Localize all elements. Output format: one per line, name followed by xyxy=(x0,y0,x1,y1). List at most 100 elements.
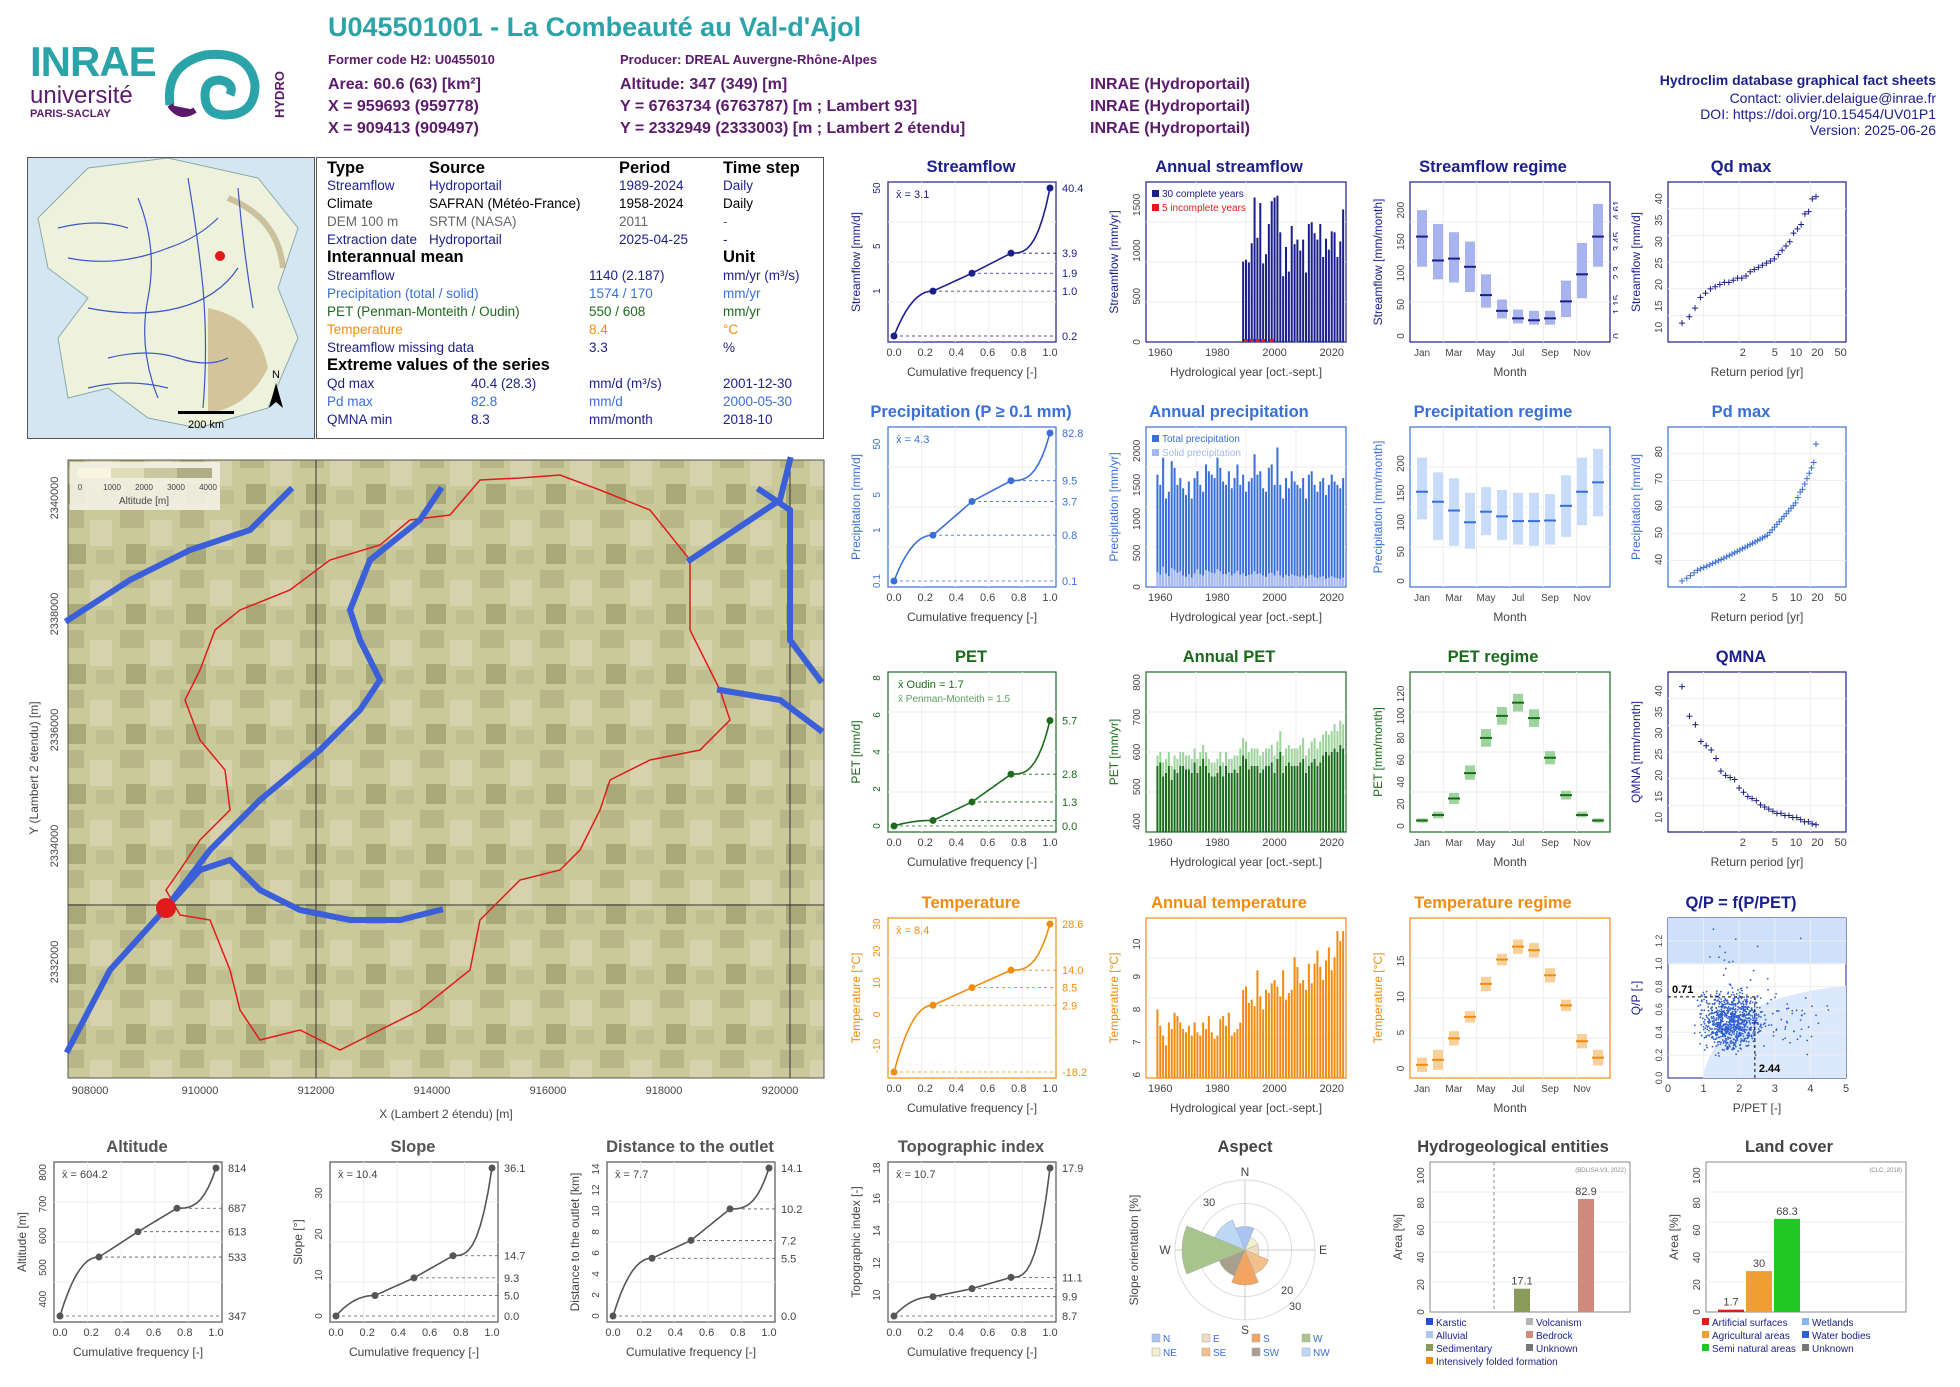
x-tick-label: May xyxy=(1477,1084,1496,1095)
y-tick-label: 5 xyxy=(1396,1029,1407,1035)
daily-point xyxy=(1725,1041,1727,1044)
svg-text:920000: 920000 xyxy=(762,1085,799,1097)
x-tick-label: May xyxy=(1477,838,1496,849)
annual-bar-oudin xyxy=(1233,755,1236,770)
legend-swatch xyxy=(1526,1318,1533,1325)
x-tick-label: 50 xyxy=(1835,347,1847,359)
return-period-point xyxy=(1707,285,1714,292)
daily-point xyxy=(1707,1006,1710,1008)
annual-bar xyxy=(1285,765,1287,832)
daily-point xyxy=(1729,1033,1731,1036)
x-tick-label: 20 xyxy=(1811,347,1823,359)
daily-point xyxy=(1746,1037,1749,1040)
x-tick-label: 10 xyxy=(1790,837,1802,849)
daily-point xyxy=(1741,1011,1744,1014)
annual-bar xyxy=(1225,765,1227,832)
y-axis-label: QMNA [mm/month] xyxy=(1629,701,1643,803)
return-period-point xyxy=(1736,547,1743,554)
annual-bar xyxy=(1342,931,1345,1078)
daily-point xyxy=(1749,1010,1752,1012)
daily-point xyxy=(1736,1030,1739,1033)
annual-bar xyxy=(1327,484,1330,587)
legend-swatch xyxy=(1702,1331,1709,1338)
daily-point xyxy=(1733,1029,1736,1032)
regime-box xyxy=(1481,274,1491,308)
daily-point xyxy=(1749,1028,1752,1031)
x-tick-label: 1960 xyxy=(1148,837,1172,849)
annual-bar-oudin xyxy=(1322,734,1325,756)
return-period-point xyxy=(1679,683,1685,690)
annual-bar xyxy=(1216,772,1219,832)
daily-point xyxy=(1713,1017,1715,1020)
x-tick-label: Nov xyxy=(1573,593,1591,604)
x-tick-label: 0.4 xyxy=(949,592,964,604)
legend-swatch xyxy=(1802,1318,1809,1325)
right-tick-label: 0 xyxy=(1612,333,1618,339)
daily-point xyxy=(1716,1043,1719,1046)
daily-point xyxy=(1701,1017,1704,1020)
right-tick-label: 3.45 xyxy=(1612,231,1618,251)
daily-point xyxy=(1712,1024,1715,1026)
daily-point xyxy=(1764,1018,1767,1021)
mean-label: x̄ = 10.7 xyxy=(896,1169,935,1181)
altitude: Altitude: 347 (349) [m] xyxy=(620,76,788,93)
extreme-value: 82.8 xyxy=(471,394,498,409)
annual-bar xyxy=(1282,772,1285,832)
return-period-point xyxy=(1744,542,1751,549)
daily-point xyxy=(1811,1005,1813,1008)
x-tick-label: Jan xyxy=(1414,593,1430,604)
svg-text:2340000: 2340000 xyxy=(49,477,61,520)
annual-bar xyxy=(1225,484,1227,587)
annual-bar xyxy=(1196,772,1199,832)
y-tick-label: 10 xyxy=(872,1289,883,1301)
svg-text:0: 0 xyxy=(78,483,83,492)
quantile-point xyxy=(890,1312,898,1320)
daily-point xyxy=(1712,1015,1715,1018)
map-x-ticks: 908000 910000 912000 914000 916000 91800… xyxy=(72,1085,799,1097)
annual-bar-oudin xyxy=(1239,748,1242,766)
annual-bar xyxy=(1239,484,1242,587)
quantile-point xyxy=(890,822,898,830)
y-tick-label: 600 xyxy=(1132,743,1143,760)
daily-point xyxy=(1735,1032,1738,1035)
legend-label: NW xyxy=(1313,1348,1330,1359)
x-l93: X = 959693 (959778) xyxy=(328,98,479,115)
y-tick-label: 0 xyxy=(1132,584,1143,590)
solid-bar xyxy=(1273,575,1276,587)
mean-label: Temperature xyxy=(327,322,403,337)
solid-bar xyxy=(1310,574,1313,587)
daily-point xyxy=(1734,1041,1737,1044)
annual-bar-oudin xyxy=(1219,752,1222,766)
x-tick-label: 0.6 xyxy=(146,1327,161,1339)
right-axis-label: 0.2 xyxy=(1062,331,1077,343)
annual-bar xyxy=(1245,758,1247,832)
legend-label: N xyxy=(1163,1334,1170,1345)
daily-point xyxy=(1717,1052,1720,1054)
annual-bar xyxy=(1319,224,1322,342)
solid-bar xyxy=(1230,575,1233,587)
annual-bar-oudin xyxy=(1167,752,1170,766)
daily-point xyxy=(1743,1030,1746,1033)
solid-bar xyxy=(1199,574,1202,587)
daily-point xyxy=(1734,1003,1737,1006)
daily-point xyxy=(1774,996,1777,999)
solid-bar xyxy=(1265,576,1267,587)
x-tick-label: 5 xyxy=(1772,592,1778,604)
x-tick-label: 0.4 xyxy=(949,1327,964,1339)
daily-point xyxy=(1720,1008,1723,1011)
annual-bar xyxy=(1227,772,1230,832)
right-axis-label: 9.3 xyxy=(504,1273,519,1285)
daily-point xyxy=(1755,1019,1758,1022)
annual-bar xyxy=(1267,467,1270,587)
y-axis-label: PET [mm/d] xyxy=(849,720,863,783)
annual-bar xyxy=(1293,957,1296,1078)
daily-point xyxy=(1714,1011,1717,1014)
y-axis-label: Streamflow [mm/yr] xyxy=(1107,210,1121,313)
return-period-point xyxy=(1747,541,1754,548)
annual-bar xyxy=(1296,966,1299,1078)
return-period-point xyxy=(1726,552,1733,559)
regime-box xyxy=(1577,242,1587,299)
solid-bar xyxy=(1202,575,1205,587)
annual-bar xyxy=(1259,772,1262,832)
x-axis-label: Month xyxy=(1493,855,1526,869)
